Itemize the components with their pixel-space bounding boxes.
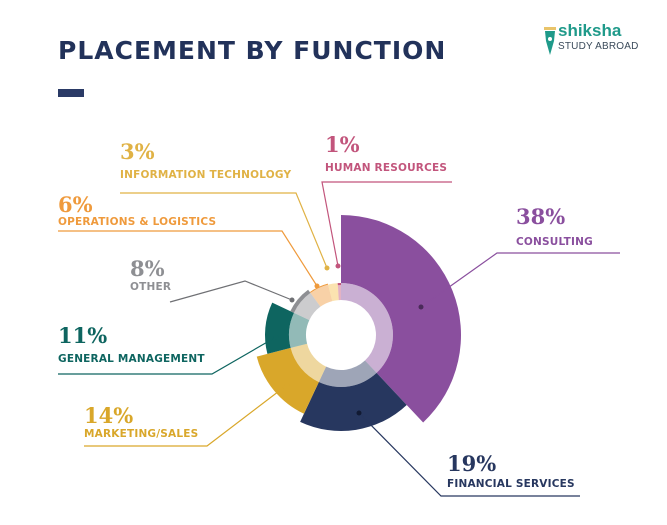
label-name: HUMAN RESOURCES	[325, 162, 448, 174]
inner-ring-financial-services	[318, 360, 377, 387]
label-pct: 11%	[58, 323, 108, 348]
label-financial-services: 19% FINANCIAL SERVICES	[447, 453, 575, 491]
inner-ring-information-technology	[328, 283, 339, 302]
label-pct: 38%	[516, 204, 566, 229]
inner-ring-human-resources	[337, 283, 341, 301]
leader-line	[321, 181, 452, 267]
label-pct: 6%	[58, 192, 93, 217]
leader-dot	[314, 283, 320, 289]
page-title: PLACEMENT BY FUNCTION	[58, 36, 447, 65]
label-pct: 8%	[130, 256, 165, 281]
inner-ring-consulting	[341, 283, 394, 373]
label-marketing-sales: 14% MARKETING/SALES	[84, 405, 198, 441]
label-information-technology: 3% INFORMATION TECHNOLOGY	[120, 141, 291, 182]
leader-line	[84, 384, 288, 447]
slice-other	[290, 289, 311, 313]
label-name: INFORMATION TECHNOLOGY	[120, 169, 292, 181]
label-name: GENERAL MANAGEMENT	[58, 353, 205, 365]
leader-dot	[289, 297, 295, 303]
leader-dot	[324, 265, 330, 271]
slice-marketing-sales	[256, 347, 319, 414]
label-pct: 3%	[120, 139, 155, 164]
slice-consulting	[341, 215, 462, 423]
shiksha-logo: shiksha STUDY ABROAD	[543, 21, 643, 64]
slice-general-management	[265, 302, 294, 354]
leader-line	[58, 230, 318, 287]
inner-ring-marketing-sales	[290, 343, 327, 383]
label-name: FINANCIAL SERVICES	[447, 478, 575, 490]
label-general-management: 11% GENERAL MANAGEMENT	[58, 325, 205, 366]
leader-line	[58, 336, 277, 375]
pen-nib-icon	[544, 27, 556, 55]
logo-wordmark: shiksha	[558, 21, 622, 40]
leader-dot	[273, 334, 279, 340]
leader-dot	[356, 410, 362, 416]
label-name: OPERATIONS & LOGISTICS	[58, 216, 217, 228]
title-underline	[58, 89, 84, 97]
slice-operations-logistics	[309, 283, 329, 293]
label-operations-logistics: 6% OPERATIONS & LOGISTICS	[58, 194, 216, 229]
leader-line	[120, 192, 328, 269]
logo-tagline: STUDY ABROAD	[558, 41, 639, 52]
label-pct: 19%	[447, 451, 497, 476]
leader-line	[169, 280, 293, 303]
label-pct: 14%	[84, 403, 134, 428]
leader-dot	[335, 263, 341, 269]
inner-ring-operations-logistics	[310, 284, 333, 307]
inner-ring-general-management	[289, 312, 310, 348]
label-name: MARKETING/SALES	[84, 428, 199, 440]
label-human-resources: 1% HUMAN RESOURCES	[325, 134, 447, 175]
label-pct: 1%	[325, 132, 360, 157]
leader-dot	[418, 304, 424, 310]
label-consulting: 38% CONSULTING	[516, 206, 593, 249]
label-name: OTHER	[130, 281, 172, 293]
slice-human-resources	[337, 283, 341, 286]
leader-line	[420, 252, 620, 308]
leader-dot	[284, 382, 290, 388]
slice-financial-services	[300, 372, 407, 432]
label-name: CONSULTING	[516, 236, 593, 248]
leader-line	[358, 412, 580, 497]
label-other: 8% OTHER	[130, 258, 171, 294]
inner-ring-other	[293, 292, 321, 321]
